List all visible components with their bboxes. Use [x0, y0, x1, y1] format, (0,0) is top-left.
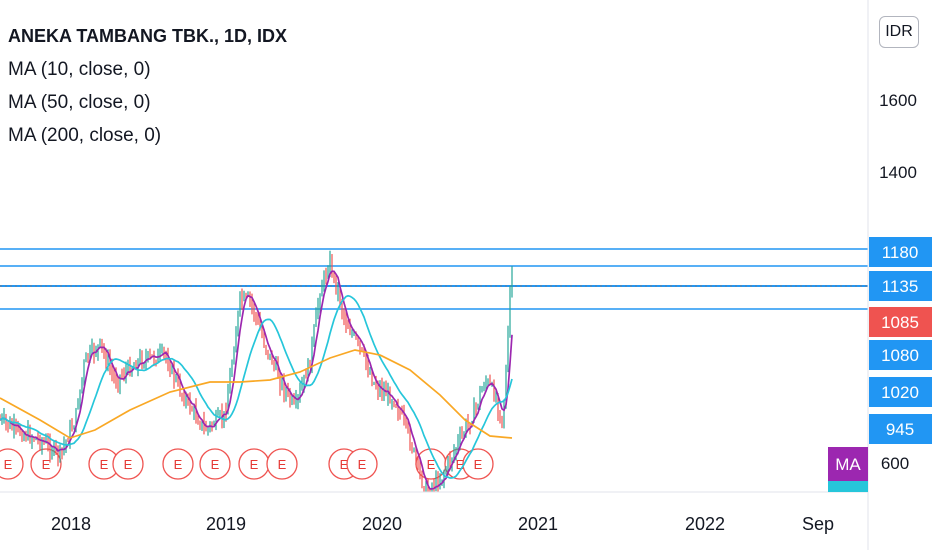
- indicator-ma-200[interactable]: MA (200, close, 0): [8, 125, 162, 146]
- earnings-marker-label: E: [474, 457, 483, 472]
- earnings-marker-label: E: [100, 457, 109, 472]
- level-price-label: [869, 377, 932, 407]
- earnings-marker-label: E: [358, 457, 367, 472]
- earnings-marker-label: E: [4, 457, 13, 472]
- level-price-label: [869, 340, 932, 370]
- ma-200-line[interactable]: [0, 349, 513, 439]
- ma-badge-secondary: [828, 481, 868, 492]
- symbol-title: ANEKA TAMBANG TBK., 1D, IDX: [8, 26, 287, 46]
- price-axis: 1600 1400: [879, 91, 917, 182]
- indicator-ma-10[interactable]: MA (10, close, 0): [8, 59, 151, 80]
- price-tick: 600: [881, 454, 909, 473]
- price-label-text: 1180: [882, 243, 919, 262]
- earnings-marker-label: E: [250, 457, 259, 472]
- earnings-marker-label: E: [42, 457, 51, 472]
- level-price-label: [869, 414, 932, 444]
- earnings-marker-label: E: [456, 457, 465, 472]
- earnings-marker-label: E: [211, 457, 220, 472]
- earnings-marker[interactable]: [462, 448, 494, 480]
- chart-legend: ANEKA TAMBANG TBK., 1D, IDX MA (10, clos…: [8, 20, 287, 152]
- indicator-ma-50[interactable]: MA (50, close, 0): [8, 92, 151, 113]
- earnings-marker[interactable]: [346, 448, 378, 480]
- time-tick: 2018: [51, 514, 91, 534]
- price-label-text: 1135: [882, 277, 919, 296]
- time-tick: 2022: [685, 514, 725, 534]
- time-axis: 2018 2019 2020 2021 2022 Sep: [51, 514, 834, 534]
- currency-badge[interactable]: IDR: [879, 16, 919, 48]
- earnings-marker[interactable]: [199, 448, 231, 480]
- earnings-marker-label: E: [174, 457, 183, 472]
- time-tick: 2021: [518, 514, 558, 534]
- earnings-marker-label: E: [278, 457, 287, 472]
- earnings-marker[interactable]: [266, 448, 298, 480]
- ma-badge-text: MA: [835, 455, 861, 474]
- earnings-marker-label: E: [124, 457, 133, 472]
- moving-averages: [0, 270, 513, 490]
- time-tick: 2019: [206, 514, 246, 534]
- price-label-text: 1020: [881, 383, 919, 402]
- price-label-text: 1085: [881, 313, 919, 332]
- price-tick: 1600: [879, 91, 917, 110]
- price-tick: 1400: [879, 163, 917, 182]
- level-price-label: [869, 271, 932, 301]
- ma-badge[interactable]: [828, 447, 868, 481]
- ma-10-line[interactable]: [0, 270, 513, 490]
- ma-50-line[interactable]: [0, 294, 513, 479]
- price-labels: 1180 1135 1085 1080 1020 945 600 MA: [828, 237, 932, 492]
- earnings-marker-label: E: [427, 457, 436, 472]
- price-label-text: 1080: [881, 346, 919, 365]
- horizontal-levels: [0, 248, 868, 310]
- earnings-marker[interactable]: [0, 448, 24, 480]
- time-tick: Sep: [802, 514, 834, 534]
- earnings-marker-label: E: [340, 457, 349, 472]
- time-tick: 2020: [362, 514, 402, 534]
- level-price-label: [869, 237, 932, 267]
- earnings-marker[interactable]: [162, 448, 194, 480]
- earnings-marker[interactable]: [30, 448, 62, 480]
- price-label-text: 945: [886, 420, 914, 439]
- earnings-marker[interactable]: [112, 448, 144, 480]
- last-price-label: [869, 307, 932, 337]
